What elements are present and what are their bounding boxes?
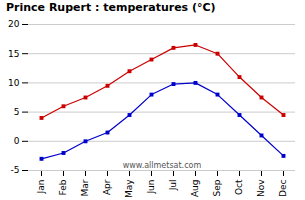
svg-text:5: 5 <box>14 107 20 117</box>
svg-text:www.allmetsat.com: www.allmetsat.com <box>123 161 202 170</box>
svg-text:Jan: Jan <box>36 180 46 195</box>
svg-text:Dec: Dec <box>278 179 288 196</box>
svg-text:Mar: Mar <box>80 179 90 196</box>
svg-text:Aug: Aug <box>190 180 200 198</box>
svg-text:0: 0 <box>14 136 20 146</box>
svg-text:Jun: Jun <box>146 180 156 195</box>
svg-text:10: 10 <box>8 78 20 88</box>
svg-text:Nov: Nov <box>256 179 266 197</box>
svg-text:May: May <box>124 179 134 198</box>
svg-text:Jul: Jul <box>168 180 178 192</box>
svg-text:Apr: Apr <box>102 179 112 195</box>
svg-text:20: 20 <box>8 19 20 29</box>
svg-text:Feb: Feb <box>58 179 68 195</box>
svg-text:Sep: Sep <box>212 179 222 196</box>
svg-text:-5: -5 <box>11 165 20 175</box>
svg-text:15: 15 <box>8 49 19 59</box>
svg-text:Oct: Oct <box>234 179 244 195</box>
html-text:Prince Rupert : temperatures (: Prince Rupert : temperatures (°C) <box>6 1 216 14</box>
